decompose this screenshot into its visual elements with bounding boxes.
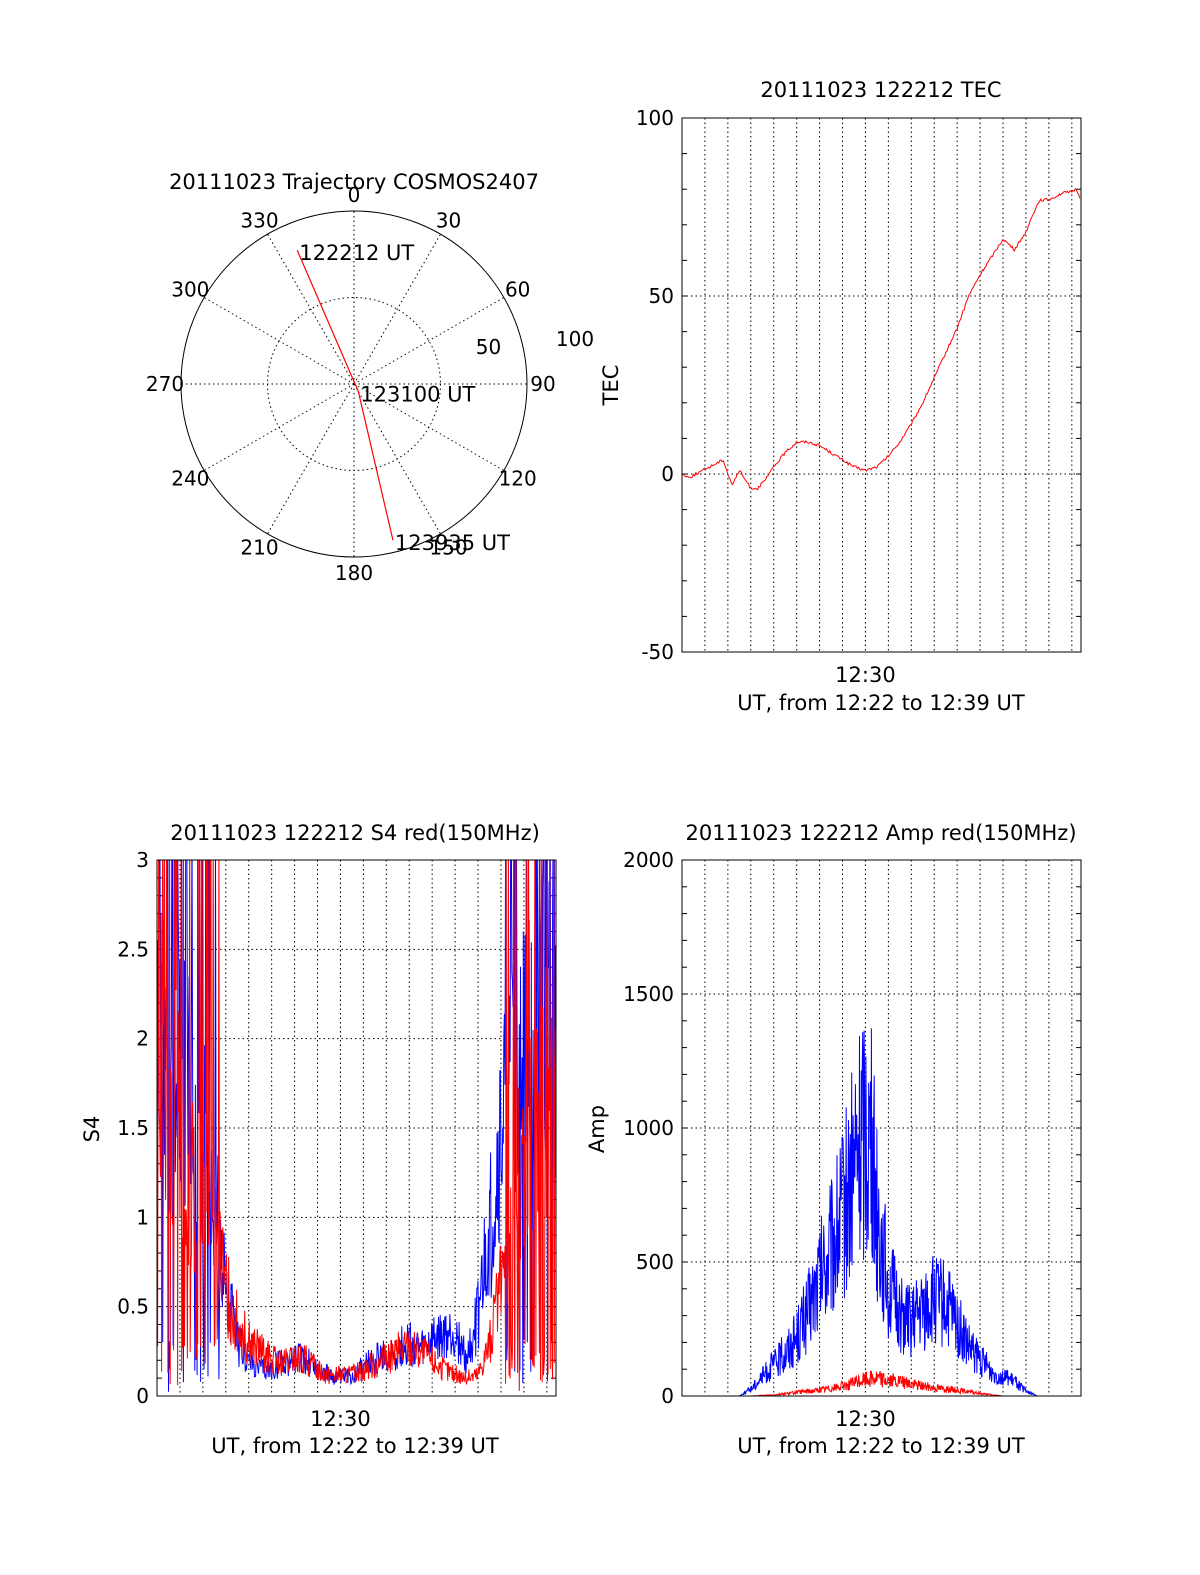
tec-panel: 20111023 122212 TEC -50 0 50 100 12:30 UT, f… bbox=[599, 78, 1082, 715]
amp-title: 20111023 122212 Amp red(150MHz) bbox=[685, 821, 1076, 845]
y-tick-label: 50 bbox=[649, 284, 674, 308]
y-tick-label: 3 bbox=[136, 848, 149, 872]
axes-frame bbox=[156, 859, 557, 1397]
polar-angle-label: 60 bbox=[505, 278, 530, 302]
y-tick-label: 0 bbox=[661, 1384, 674, 1408]
s4-ylabel: S4 bbox=[80, 1116, 104, 1143]
axes-frame bbox=[681, 117, 1082, 653]
polar-title: 20111023 Trajectory COSMOS2407 bbox=[169, 170, 539, 194]
amp-plot-area: 0 500 1000 1500 2000 12:30 bbox=[623, 848, 1082, 1431]
y-tick-label: 500 bbox=[636, 1250, 674, 1274]
series-group bbox=[682, 187, 1081, 491]
amp-panel: 20111023 122212 Amp red(150MHz) 0 500 1000… bbox=[585, 821, 1082, 1458]
tec-ylabel: TEC bbox=[599, 365, 623, 407]
y-tick-label: 0 bbox=[136, 1384, 149, 1408]
polar-spoke bbox=[267, 383, 355, 535]
polar-angle-label: 150 bbox=[429, 536, 467, 560]
series-group bbox=[682, 1028, 1081, 1396]
y-tick-label: 0.5 bbox=[117, 1295, 149, 1319]
tec-plot-area: -50 0 50 100 12:30 bbox=[636, 106, 1082, 687]
s4-panel: 20111023 122212 S4 red(150MHz) 0 0.5 1 1.5 2… bbox=[80, 821, 557, 1458]
polar-spoke bbox=[353, 383, 505, 471]
polar-spoke bbox=[203, 383, 355, 471]
x-tick-label: 12:30 bbox=[835, 1407, 896, 1431]
series-group bbox=[157, 860, 556, 1392]
polar-angle-label: 0 bbox=[348, 183, 361, 207]
polar-angle-label: 180 bbox=[335, 561, 373, 585]
polar-spoke bbox=[203, 297, 355, 385]
amp-ylabel: Amp bbox=[585, 1105, 609, 1153]
polar-grid bbox=[180, 210, 528, 558]
y-tick-label: 1 bbox=[136, 1205, 149, 1229]
polar-angle-label: 330 bbox=[240, 208, 278, 232]
polar-spoke bbox=[267, 233, 355, 385]
y-tick-label: 1.5 bbox=[117, 1116, 149, 1140]
trajectory-time-label: 123935 UT bbox=[395, 531, 510, 555]
axes-frame bbox=[681, 859, 1082, 1397]
x-tick-label: 12:30 bbox=[835, 663, 896, 687]
tec-xlabel: UT, from 12:22 to 12:39 UT bbox=[737, 691, 1025, 715]
polar-radial-label: 50 bbox=[476, 335, 501, 359]
polar-angle-label: 30 bbox=[436, 208, 461, 232]
s4-xlabel: UT, from 12:22 to 12:39 UT bbox=[211, 1434, 499, 1458]
s4-title: 20111023 122212 S4 red(150MHz) bbox=[170, 821, 540, 845]
polar-ring-100 bbox=[180, 210, 528, 558]
polar-angle-label: 90 bbox=[530, 372, 555, 396]
polar-angle-label: 270 bbox=[146, 372, 184, 396]
polar-angle-label: 240 bbox=[171, 467, 209, 491]
y-tick-label: 2000 bbox=[623, 848, 674, 872]
polar-angle-label: 120 bbox=[499, 467, 537, 491]
polar-angle-labels: 0 30 60 90 120 150 180 210 240 270 300 330 50 100 bbox=[146, 183, 594, 585]
polar-spoke bbox=[353, 297, 505, 385]
amp-xlabel: UT, from 12:22 to 12:39 UT bbox=[737, 1434, 1025, 1458]
y-tick-label: 2 bbox=[136, 1027, 149, 1051]
blue-series-line bbox=[682, 1028, 1081, 1396]
polar-spoke bbox=[353, 383, 441, 535]
y-tick-label: -50 bbox=[641, 640, 674, 664]
polar-trajectory-panel: 20111023 Trajectory COSMOS2407 0 30 60 90 12… bbox=[146, 170, 594, 585]
polar-radial-label: 100 bbox=[556, 327, 594, 351]
y-tick-label: 2.5 bbox=[117, 937, 149, 961]
y-tick-label: 100 bbox=[636, 106, 674, 130]
y-tick-label: 0 bbox=[661, 462, 674, 486]
x-tick-label: 12:30 bbox=[310, 1407, 371, 1431]
polar-angle-label: 300 bbox=[171, 278, 209, 302]
trajectory-time-label: 123100 UT bbox=[360, 382, 475, 406]
trajectory-line bbox=[296, 249, 394, 541]
s4-plot-area: 0 0.5 1 1.5 2 2.5 3 12:30 bbox=[117, 848, 557, 1431]
tec-title: 20111023 122212 TEC bbox=[760, 78, 1001, 102]
red-series-line bbox=[157, 860, 556, 1391]
polar-track: 122212 UT 123100 UT 123935 UT bbox=[296, 241, 510, 555]
polar-angle-label: 210 bbox=[240, 536, 278, 560]
y-tick-label: 1500 bbox=[623, 982, 674, 1006]
red-series-line bbox=[682, 187, 1081, 491]
trajectory-time-label: 122212 UT bbox=[299, 241, 414, 265]
polar-spoke bbox=[353, 233, 441, 385]
red-series-line bbox=[682, 1370, 1081, 1396]
y-tick-label: 1000 bbox=[623, 1116, 674, 1140]
